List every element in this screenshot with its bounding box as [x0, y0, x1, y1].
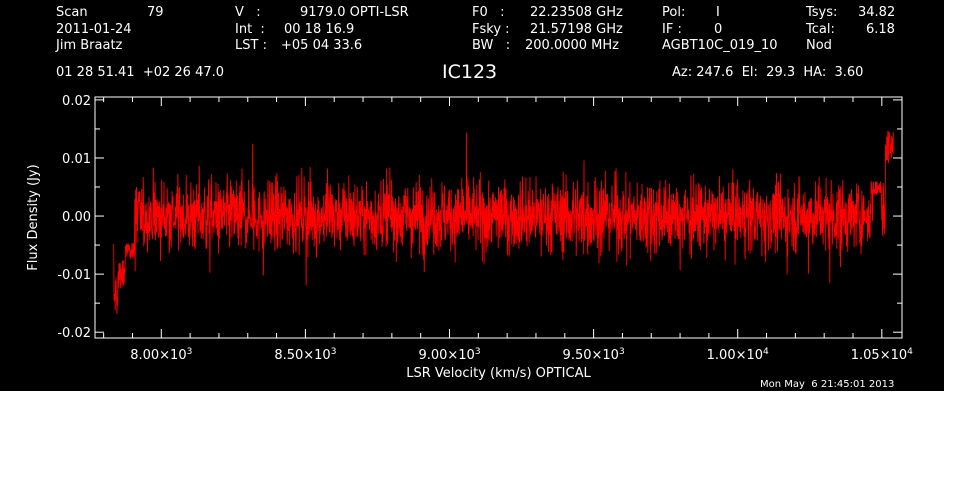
switching-mode: Nod — [806, 38, 832, 53]
tsys-label: Tsys: — [806, 5, 838, 20]
fsky-label: Fsky : — [472, 22, 510, 37]
bandwidth-value: 200.0000 MHz — [525, 38, 619, 53]
tcal-label: Tcal: — [806, 22, 835, 37]
source-name: IC123 — [442, 61, 498, 83]
x-tick-label: 8.00×103 — [130, 347, 192, 363]
x-axis-label: LSR Velocity (km/s) OPTICAL — [406, 366, 591, 381]
spectrum-trace — [113, 130, 894, 314]
x-tick-label: 1.05×104 — [851, 347, 913, 363]
velocity-value: 9179.0 OPTI-LSR — [300, 5, 409, 20]
tcal-value: 6.18 — [866, 22, 895, 37]
pol-label: Pol: — [662, 5, 686, 20]
integration-label: Int : — [235, 22, 265, 37]
velocity-label: V : — [235, 5, 261, 20]
if-value: 0 — [714, 22, 723, 37]
obs-date: 2011-01-24 — [56, 22, 132, 37]
x-tick-label: 8.50×103 — [274, 347, 336, 363]
x-tick-label: 9.00×103 — [418, 347, 480, 363]
y-tick-label: -0.02 — [57, 326, 91, 341]
if-label: IF : — [662, 22, 682, 37]
f0-label: F0 : — [472, 5, 505, 20]
source-coordinates: 01 28 51.41 +02 26 47.0 — [56, 65, 225, 80]
plot-panel — [0, 0, 944, 391]
pointing-info: Az: 247.6 El: 29.3 HA: 3.60 — [672, 65, 864, 80]
lst-label: LST : — [235, 38, 267, 53]
y-tick-label: 0.01 — [62, 152, 91, 167]
fsky-value: 21.57198 GHz — [530, 22, 623, 37]
lst-value: +05 04 33.6 — [281, 38, 363, 53]
y-tick-label: 0.00 — [62, 210, 91, 225]
pol-value: I — [716, 5, 720, 20]
plot-frame — [94, 96, 903, 339]
project-id: AGBT10C_019_10 — [662, 38, 778, 53]
bandwidth-label: BW : — [472, 38, 511, 53]
y-tick-label: -0.01 — [57, 268, 91, 283]
f0-value: 22.23508 GHz — [530, 5, 623, 20]
observer-name: Jim Braatz — [56, 38, 123, 53]
scan-value: 79 — [147, 5, 164, 20]
x-tick-label: 9.50×103 — [563, 347, 625, 363]
spectrum-chart: 8.00×103 8.50×103 9.00×103 9.50×103 1.00×104… — [26, 94, 913, 381]
integration-value: 00 18 16.9 — [284, 22, 355, 37]
y-axis-label: Flux Density (Jy) — [26, 164, 41, 270]
plot-timestamp: Mon May 6 21:45:01 2013 — [760, 379, 895, 390]
tsys-value: 34.82 — [858, 5, 896, 20]
y-tick-label: 0.02 — [62, 94, 91, 109]
scan-label: Scan — [56, 5, 88, 20]
x-tick-label: 1.00×104 — [707, 347, 769, 363]
